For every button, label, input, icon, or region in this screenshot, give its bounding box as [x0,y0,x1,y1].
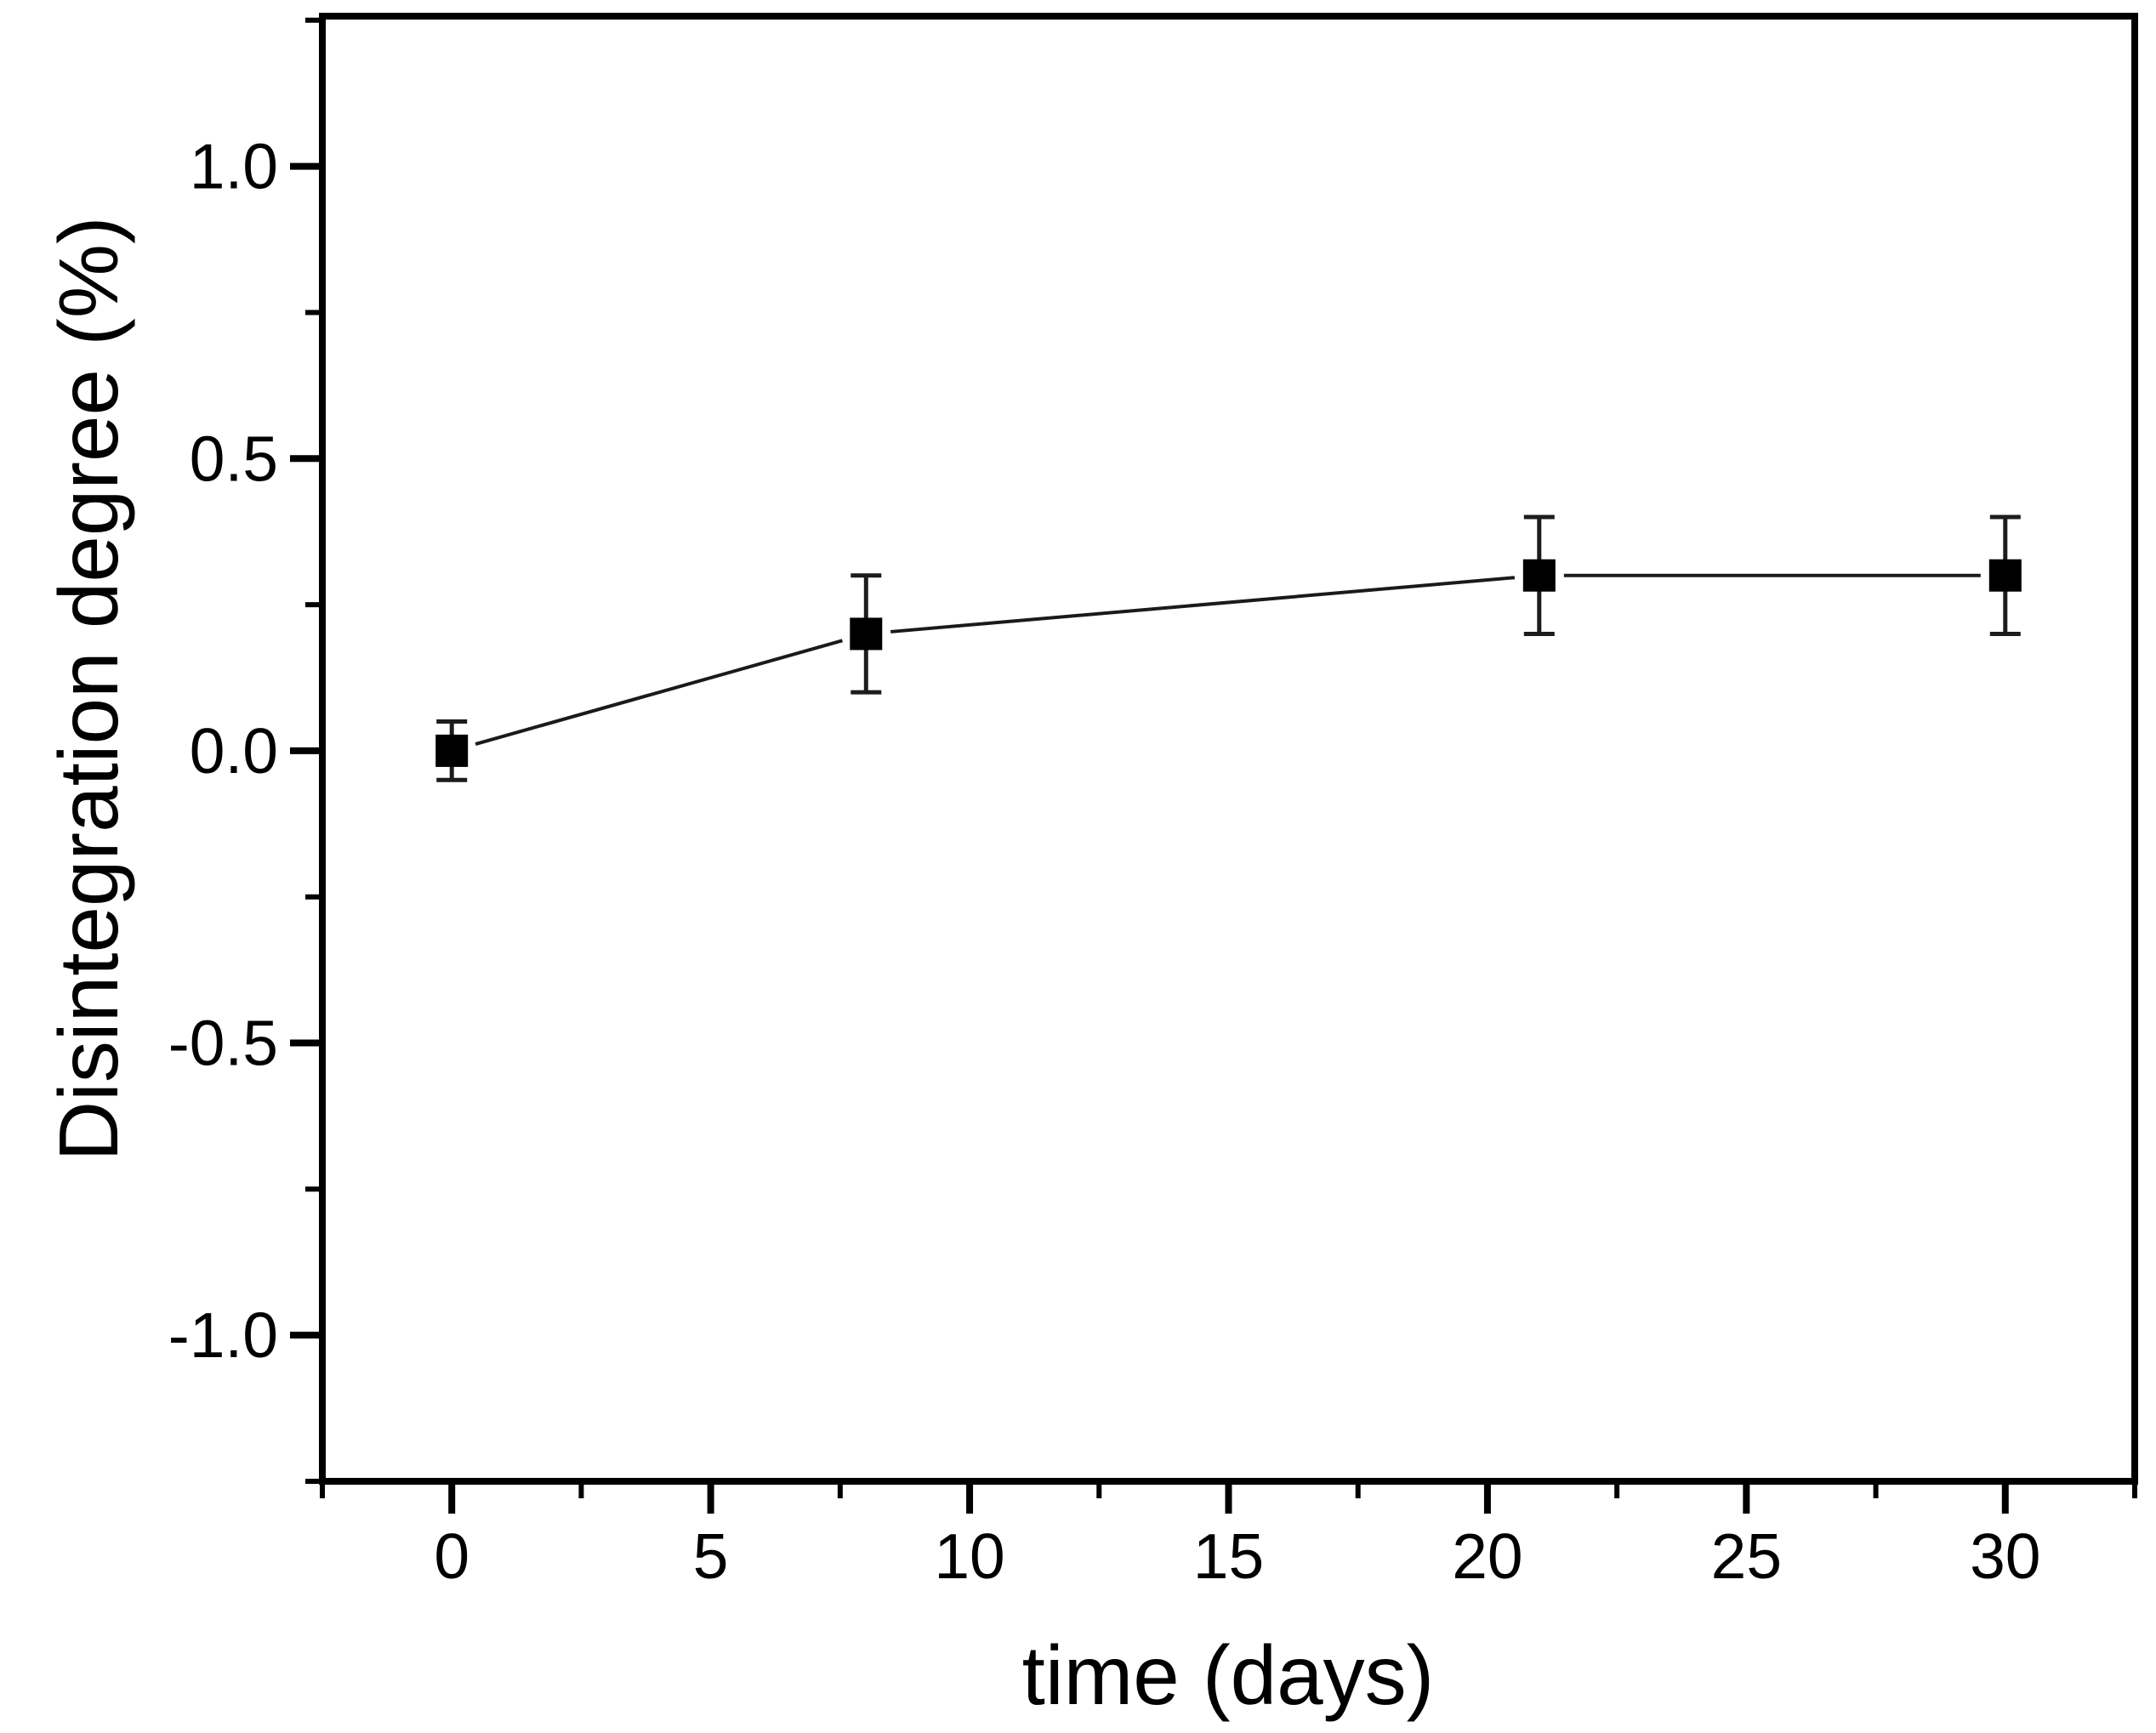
data-point-marker [850,617,883,651]
x-tick-label: 5 [693,1520,729,1592]
x-tick-label: 30 [1970,1520,2040,1592]
x-tick-label: 25 [1711,1520,1782,1592]
y-tick-label: 0.0 [190,715,278,787]
y-tick-label: 1.0 [190,131,278,202]
series-line-segment [890,576,1516,634]
data-point-marker [1988,559,2022,592]
data-point-marker [435,734,469,767]
x-axis-title: time (days) [1022,1628,1435,1722]
y-tick-label: 0.5 [190,423,278,494]
y-tick-label: -0.5 [168,1008,278,1079]
plot-area: 0 5 10 15 20 25 30 1.0 0.5 0.0 -0.5 -1.0 [168,13,2138,1592]
y-axis-title: Disintegration degree (%) [42,216,135,1161]
x-tick-label: 20 [1452,1520,1522,1592]
x-tick-label: 10 [934,1520,1004,1592]
series-line-segment [475,639,843,746]
data-point-marker [1522,559,1556,592]
plot-frame [319,13,2138,1485]
x-tick-label: 0 [434,1520,469,1592]
x-tick-label: 15 [1193,1520,1264,1592]
y-tick-label: -1.0 [168,1299,278,1371]
